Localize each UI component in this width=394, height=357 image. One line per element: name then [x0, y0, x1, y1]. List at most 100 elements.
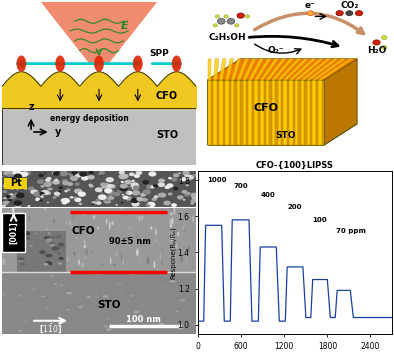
Polygon shape	[219, 80, 223, 145]
Ellipse shape	[161, 246, 163, 251]
Ellipse shape	[130, 211, 132, 214]
Ellipse shape	[40, 196, 44, 198]
Ellipse shape	[164, 201, 171, 206]
Ellipse shape	[25, 237, 30, 240]
Polygon shape	[231, 59, 241, 80]
Polygon shape	[260, 80, 264, 145]
Text: STO: STO	[275, 131, 296, 140]
Ellipse shape	[355, 11, 363, 16]
Ellipse shape	[153, 184, 158, 187]
Ellipse shape	[162, 259, 163, 266]
Ellipse shape	[159, 196, 162, 197]
Ellipse shape	[37, 179, 44, 184]
Ellipse shape	[151, 240, 153, 245]
Ellipse shape	[98, 173, 102, 176]
Ellipse shape	[119, 290, 122, 291]
Ellipse shape	[59, 327, 63, 328]
Ellipse shape	[129, 172, 135, 176]
Ellipse shape	[58, 191, 61, 193]
Ellipse shape	[118, 225, 119, 233]
Ellipse shape	[120, 183, 128, 189]
Ellipse shape	[215, 15, 219, 18]
Ellipse shape	[21, 254, 24, 257]
Polygon shape	[260, 59, 279, 80]
Ellipse shape	[14, 231, 16, 237]
Ellipse shape	[175, 218, 176, 221]
Ellipse shape	[186, 257, 188, 265]
Ellipse shape	[133, 55, 143, 72]
Ellipse shape	[81, 176, 89, 181]
Ellipse shape	[44, 236, 50, 240]
Ellipse shape	[185, 184, 189, 186]
Ellipse shape	[1, 176, 4, 177]
Ellipse shape	[108, 263, 110, 267]
Ellipse shape	[22, 231, 30, 236]
Ellipse shape	[76, 237, 77, 240]
Ellipse shape	[95, 273, 102, 275]
Ellipse shape	[149, 267, 150, 271]
Ellipse shape	[8, 171, 16, 176]
Ellipse shape	[173, 173, 179, 177]
Ellipse shape	[180, 246, 181, 252]
Text: 200: 200	[287, 204, 301, 210]
Ellipse shape	[111, 221, 114, 225]
Polygon shape	[272, 59, 294, 80]
Ellipse shape	[104, 199, 111, 203]
Ellipse shape	[92, 228, 93, 236]
Ellipse shape	[169, 237, 172, 243]
Ellipse shape	[91, 249, 93, 254]
Ellipse shape	[134, 174, 140, 178]
Ellipse shape	[41, 251, 43, 253]
Ellipse shape	[8, 232, 10, 235]
Ellipse shape	[115, 204, 118, 206]
Ellipse shape	[72, 213, 74, 221]
Ellipse shape	[48, 259, 51, 262]
Text: CFO: CFO	[156, 91, 178, 101]
Ellipse shape	[141, 215, 143, 220]
Polygon shape	[266, 80, 269, 145]
Ellipse shape	[193, 215, 194, 222]
Ellipse shape	[156, 225, 158, 230]
Bar	[17, 231, 66, 272]
Ellipse shape	[177, 232, 179, 237]
Ellipse shape	[32, 288, 38, 290]
Ellipse shape	[13, 200, 22, 206]
Ellipse shape	[52, 180, 60, 185]
Ellipse shape	[160, 285, 165, 287]
Ellipse shape	[31, 248, 32, 254]
Ellipse shape	[156, 239, 157, 242]
Ellipse shape	[82, 211, 84, 216]
Ellipse shape	[96, 201, 102, 205]
Ellipse shape	[19, 295, 22, 297]
Text: 70 ppm: 70 ppm	[336, 228, 366, 234]
Ellipse shape	[119, 186, 127, 191]
Polygon shape	[254, 80, 258, 145]
Polygon shape	[41, 2, 157, 64]
Ellipse shape	[18, 259, 24, 262]
Ellipse shape	[98, 308, 101, 310]
Ellipse shape	[2, 201, 9, 205]
Ellipse shape	[46, 177, 52, 180]
Ellipse shape	[175, 311, 178, 312]
Ellipse shape	[17, 55, 26, 72]
Ellipse shape	[106, 177, 114, 182]
Ellipse shape	[49, 188, 53, 190]
Ellipse shape	[85, 249, 88, 255]
Ellipse shape	[136, 235, 138, 239]
Ellipse shape	[46, 242, 49, 244]
Ellipse shape	[130, 295, 134, 297]
Ellipse shape	[122, 194, 124, 196]
Ellipse shape	[20, 303, 23, 305]
Ellipse shape	[178, 327, 185, 330]
Ellipse shape	[109, 222, 110, 230]
Polygon shape	[249, 59, 264, 80]
Ellipse shape	[23, 260, 26, 261]
Ellipse shape	[0, 201, 7, 205]
Ellipse shape	[48, 232, 50, 233]
Text: 90±5 nm: 90±5 nm	[109, 237, 151, 246]
Ellipse shape	[237, 13, 244, 18]
Ellipse shape	[175, 255, 176, 257]
Ellipse shape	[67, 182, 73, 186]
Polygon shape	[219, 59, 226, 80]
Ellipse shape	[102, 191, 104, 192]
